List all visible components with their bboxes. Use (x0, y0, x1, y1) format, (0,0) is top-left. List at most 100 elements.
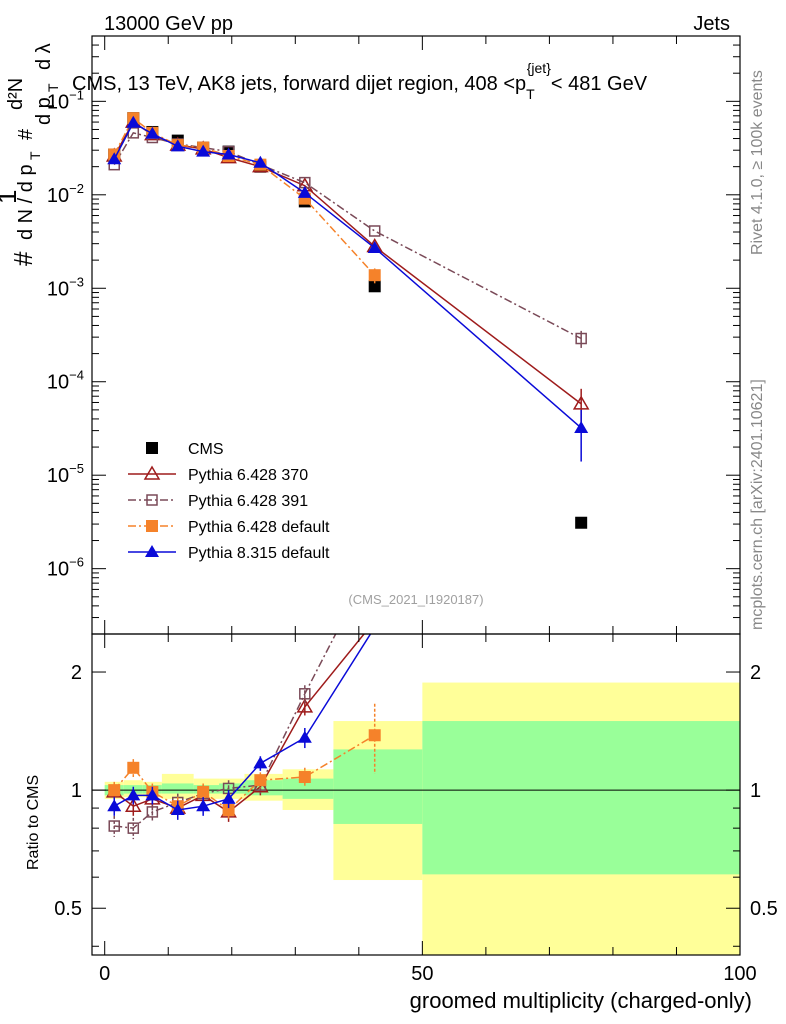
main-point-p8-5 (221, 147, 236, 160)
main-y-tick-label-5: 10−1 (47, 87, 84, 113)
legend-marker-p8 (145, 545, 159, 557)
ratio-series-group (92, 634, 740, 840)
ratio-point-pdef-0 (108, 784, 121, 797)
ratio-y-tick-label-right-1: 1 (750, 780, 761, 802)
band-inner-8 (333, 749, 423, 824)
main-point-pdef-8 (368, 269, 381, 282)
rivet-version-label: Rivet 4.1.0, ≥ 100k events (749, 70, 766, 255)
svg-text:d p: d p (33, 97, 55, 125)
main-point-p8-1 (126, 115, 141, 128)
ratio-point-p8-7 (297, 730, 312, 743)
ratio-point-p370-1 (124, 797, 142, 812)
ratio-uncertainty-bands (104, 682, 740, 955)
main-point-p8-6 (253, 155, 268, 168)
x-tick-label-0: 0 (99, 963, 110, 985)
header-category: Jets (693, 13, 730, 35)
main-point-p8-3 (170, 139, 185, 152)
main-y-tick-label-0: 10−6 (47, 555, 84, 581)
legend-entry-pdef: Pythia 6.428 default (128, 519, 330, 536)
svg-text:#: # (15, 128, 37, 140)
ratio-point-p8-6 (253, 756, 268, 769)
svg-text:d²N: d²N (5, 78, 27, 110)
ratio-point-pdef-7 (298, 771, 311, 784)
header-energy: 13000 GeV pp (104, 13, 233, 35)
x-tick-label-50: 50 (411, 963, 433, 985)
legend-marker-pdef (146, 520, 158, 532)
main-point-cms-8 (368, 280, 381, 293)
plot-title-end: < 481 GeV (551, 73, 648, 95)
svg-text:d λ: d λ (33, 43, 55, 70)
main-line-p391 (113, 131, 582, 340)
ratio-y-tick-label-right-2: 2 (750, 662, 761, 684)
ratio-point-pdef-4 (197, 785, 210, 798)
main-series-group (105, 112, 590, 529)
svg-text:d N / d p: d N / d p (15, 164, 37, 240)
main-line-pdef (113, 117, 376, 276)
main-point-p391-9 (575, 332, 587, 345)
band-inner-5 (219, 783, 245, 794)
ratio-point-p370-7 (296, 698, 314, 713)
main-series-p391 (108, 127, 587, 348)
main-point-cms-9 (575, 516, 588, 529)
main-y-tick-label-1: 10−5 (47, 461, 84, 487)
legend-label-p391: Pythia 6.428 391 (188, 493, 308, 510)
main-point-p8-2 (145, 126, 160, 139)
main-y-axis-label: # d N / d p T 1 # d p T d λ d²N (0, 43, 61, 266)
main-line-p8 (113, 121, 582, 429)
svg-text:T: T (45, 83, 61, 92)
ratio-y-tick-label-right-0: 0.5 (750, 898, 778, 920)
band-inner-3 (161, 783, 194, 794)
main-line-p370 (113, 120, 582, 405)
ratio-point-p8-3 (170, 802, 185, 815)
svg-text:#: # (8, 251, 38, 266)
ratio-y-axis-label: Ratio to CMS (25, 775, 42, 870)
ratio-point-p8-1 (126, 788, 141, 801)
legend-entry-p8: Pythia 8.315 default (128, 545, 330, 562)
ratio-point-p8-4 (196, 799, 211, 812)
ratio-point-pdef-1 (127, 761, 140, 774)
ratio-point-p391-0 (108, 820, 120, 832)
analysis-id-label: (CMS_2021_I1920187) (348, 592, 483, 607)
svg-text:T: T (27, 151, 43, 160)
ratio-y-tick-label-0: 0.5 (54, 898, 82, 920)
legend-marker-cms (146, 442, 158, 454)
main-y-tick-label-4: 10−2 (47, 181, 84, 207)
main-y-tick-label-3: 10−3 (47, 274, 84, 300)
ratio-point-p8-2 (145, 788, 160, 801)
x-axis-label: groomed multiplicity (charged-only) (410, 988, 752, 1013)
band-inner-7 (282, 778, 334, 799)
main-point-p8-8 (367, 240, 382, 253)
ratio-point-p391-7 (299, 688, 311, 700)
plot-title-sub: T (526, 86, 535, 102)
main-point-p8-9 (574, 420, 589, 433)
ratio-point-pdef-5 (222, 803, 235, 816)
legend-entry-cms: CMS (146, 441, 224, 458)
main-point-p8-4 (196, 144, 211, 157)
svg-text:1: 1 (0, 190, 22, 204)
legend-entry-p391: Pythia 6.428 391 (128, 493, 308, 510)
plot-title-sup: {jet} (527, 60, 551, 76)
x-tick-label-100: 100 (723, 963, 756, 985)
main-series-cms (108, 112, 588, 529)
legend-label-p8: Pythia 8.315 default (188, 545, 330, 562)
ratio-point-p8-0 (107, 799, 122, 812)
main-point-p370-9 (572, 395, 590, 410)
plot-title: CMS, 13 TeV, AK8 jets, forward dijet reg… (72, 60, 648, 102)
legend-label-p370: Pythia 6.428 370 (188, 467, 308, 484)
ratio-point-p8-5 (221, 791, 236, 804)
legend-label-pdef: Pythia 6.428 default (188, 519, 330, 536)
ratio-point-p391-1 (127, 822, 140, 834)
main-point-p391-8 (368, 225, 381, 237)
axes-group: 0 50 100 10−6 10−5 10−4 10−3 10−2 10−1 0.5 0.5 1 1 2 2 (47, 35, 778, 985)
plot-title-main: CMS, 13 TeV, AK8 jets, forward dijet reg… (72, 73, 526, 95)
main-series-p370 (105, 113, 590, 428)
band-inner-9 (422, 721, 740, 875)
ratio-frame (91, 633, 741, 956)
mcplots-source-label: mcplots.cern.ch [arXiv:2401.10621] (749, 379, 766, 630)
legend-label-cms: CMS (188, 441, 224, 458)
legend: CMS Pythia 6.428 370 Pythia 6.428 391 Pythi… (128, 441, 330, 562)
ratio-series-p8 (107, 634, 372, 820)
main-point-p8-0 (107, 152, 122, 165)
ratio-point-p391-2 (146, 806, 159, 818)
